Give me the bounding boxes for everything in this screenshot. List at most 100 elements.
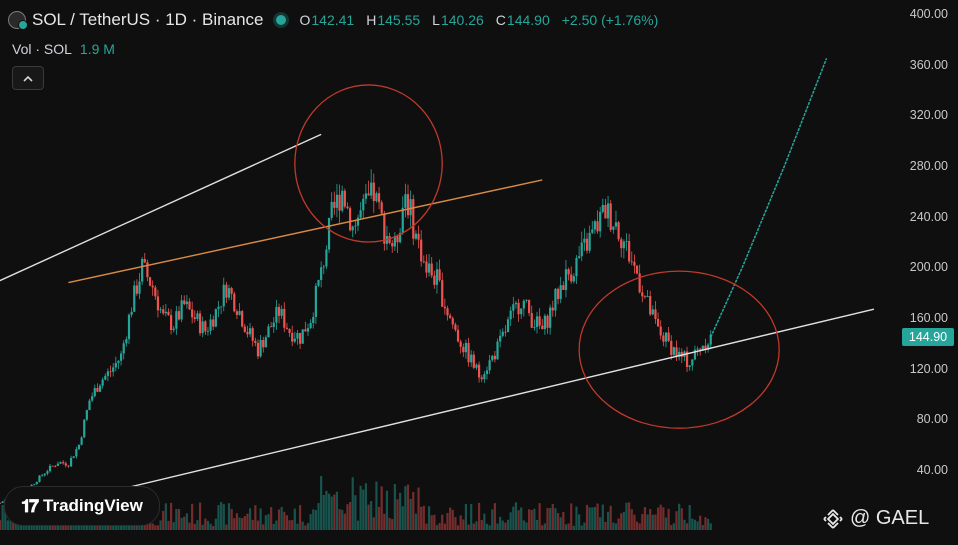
volume-bar xyxy=(485,523,489,530)
volume-bar xyxy=(254,505,257,530)
candle-body xyxy=(264,337,267,348)
candle-body xyxy=(175,311,178,329)
candle-body xyxy=(604,204,607,219)
volume-bar xyxy=(691,518,694,530)
candle-body xyxy=(67,465,70,467)
candle-body xyxy=(593,221,597,230)
candle-body xyxy=(43,473,46,476)
volume-bar xyxy=(335,491,339,530)
volume-bar xyxy=(672,523,675,530)
candlestick-series xyxy=(0,169,712,504)
volume-bar xyxy=(417,487,420,530)
candle-body xyxy=(220,306,223,308)
candle-body xyxy=(314,285,317,317)
candle-body xyxy=(388,236,391,244)
candle-body xyxy=(235,311,239,315)
candle-body xyxy=(691,359,694,366)
volume-bar xyxy=(283,511,286,530)
candle-body xyxy=(251,328,254,341)
volume-bar xyxy=(572,525,575,530)
volume-bar xyxy=(375,481,378,530)
candle-body xyxy=(630,261,633,263)
volume-bar xyxy=(341,509,344,530)
candle-body xyxy=(306,328,310,332)
volume-bar xyxy=(538,503,541,530)
volume-bar xyxy=(291,520,294,530)
price-axis[interactable]: 40.00 80.00 120.00 160.00 200.00 240.00 280.00… xyxy=(898,0,958,545)
volume-bar xyxy=(530,509,533,530)
volume-bar xyxy=(604,521,607,530)
volume-bar xyxy=(462,519,465,530)
collapse-legend-button[interactable] xyxy=(12,66,44,90)
candle-body xyxy=(356,217,360,226)
volume-bar xyxy=(654,514,657,530)
volume-bar xyxy=(0,520,2,530)
candle-body xyxy=(377,193,381,203)
volume-bar xyxy=(583,522,586,530)
volume-bar xyxy=(506,519,510,530)
candle-body xyxy=(704,345,707,350)
volume-bar xyxy=(475,521,478,530)
candle-body xyxy=(522,300,525,309)
trend-line xyxy=(0,133,322,282)
volume-bar xyxy=(404,486,407,530)
volume-bar xyxy=(377,506,381,530)
candle-body xyxy=(425,261,428,273)
change-value: +2.50 (+1.76%) xyxy=(561,12,659,28)
candle-body xyxy=(635,265,639,274)
candle-body xyxy=(699,348,702,350)
candle-body xyxy=(688,365,691,367)
volume-bar xyxy=(206,520,210,530)
candle-body xyxy=(412,199,415,239)
volume-bar xyxy=(4,507,7,530)
candle-body xyxy=(72,456,75,458)
candle-body xyxy=(146,262,149,278)
candle-body xyxy=(143,258,146,263)
volume-bar xyxy=(33,523,36,530)
volume-bar xyxy=(546,507,549,530)
volume-bar xyxy=(435,525,439,530)
volume-bar xyxy=(306,523,310,530)
volume-bar xyxy=(533,508,536,530)
candle-body xyxy=(430,263,433,276)
candle-body xyxy=(196,313,199,320)
volume-bar xyxy=(467,524,470,530)
volume-bar xyxy=(683,519,686,530)
volume-bar xyxy=(372,517,375,530)
price-tick-label: 120.00 xyxy=(909,361,948,376)
candle-body xyxy=(346,206,349,209)
candle-body xyxy=(504,331,507,333)
candle-body xyxy=(454,324,457,330)
candle-body xyxy=(675,347,678,357)
volume-bar xyxy=(364,483,367,530)
volume-bar xyxy=(612,522,615,530)
volume-bar xyxy=(543,523,546,530)
candle-body xyxy=(272,322,275,328)
candle-body xyxy=(693,349,697,360)
volume-bar xyxy=(651,514,654,530)
volume-bar xyxy=(396,499,399,530)
volume-bar xyxy=(422,505,425,530)
volume-bar xyxy=(301,521,304,530)
candle-body xyxy=(48,465,52,472)
volume-bar xyxy=(209,523,212,530)
volume-bar xyxy=(191,503,194,530)
volume-bar xyxy=(1,504,4,530)
candle-body xyxy=(64,463,67,466)
candle-body xyxy=(230,288,233,294)
watermark-text: @ GAEL xyxy=(850,507,930,529)
candle-body xyxy=(112,367,115,372)
candle-body xyxy=(267,326,270,338)
volume-bar xyxy=(385,490,389,530)
volume-bar xyxy=(14,521,17,530)
volume-bar xyxy=(193,523,196,530)
volume-bar xyxy=(633,514,636,530)
volume-bar xyxy=(320,475,323,530)
symbol-title[interactable]: SOL / TetherUS · 1D · Binance xyxy=(32,10,264,29)
candle-body xyxy=(556,288,560,300)
candle-body xyxy=(227,288,231,298)
volume-bar xyxy=(383,513,386,530)
volume-bar xyxy=(585,504,589,530)
volume-bar xyxy=(296,523,299,530)
